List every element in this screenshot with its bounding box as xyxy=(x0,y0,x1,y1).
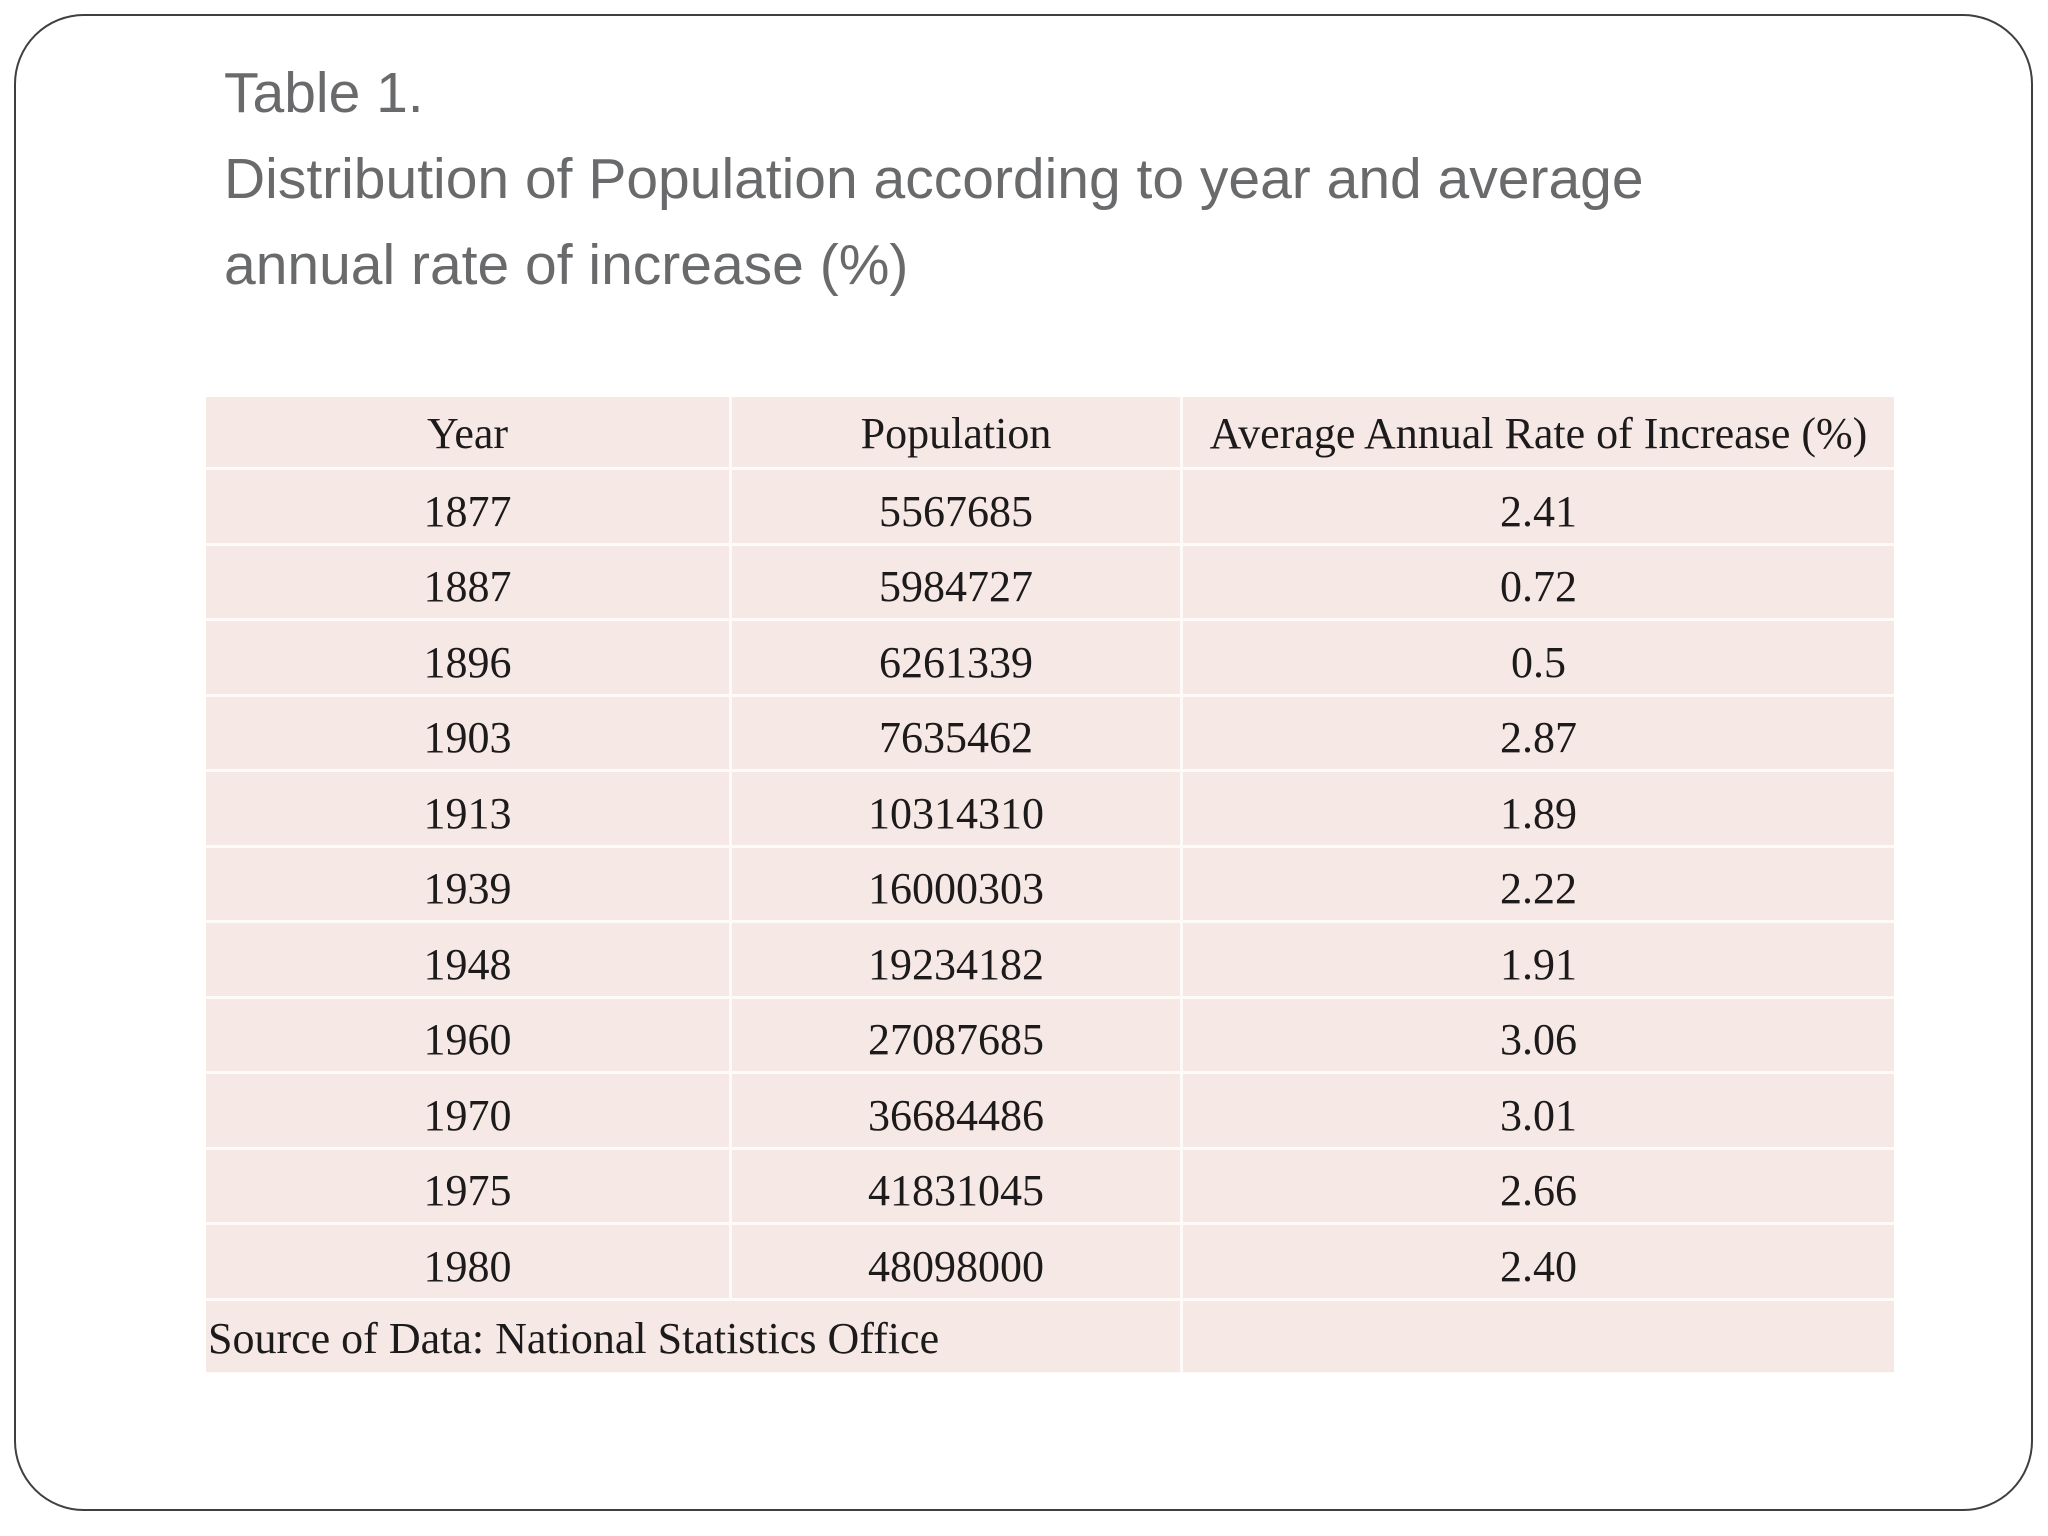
cell-rate: 3.06 xyxy=(1183,998,1894,1071)
cell-rate: 2.87 xyxy=(1183,696,1894,769)
cell-population: 48098000 xyxy=(732,1225,1180,1298)
cell-rate-empty xyxy=(1183,1300,1894,1372)
cell-rate: 0.72 xyxy=(1183,545,1894,618)
cell-year: 1903 xyxy=(206,696,729,769)
cell-rate: 2.40 xyxy=(1183,1225,1894,1298)
slide-title: Table 1. Distribution of Population acco… xyxy=(224,50,1924,308)
cell-year: 1960 xyxy=(206,998,729,1071)
cell-rate: 0.5 xyxy=(1183,621,1894,694)
column-header-population: Population xyxy=(732,397,1180,467)
source-note: Source of Data: National Statistics Offi… xyxy=(206,1300,1180,1372)
cell-year: 1970 xyxy=(206,1074,729,1147)
cell-population: 5567685 xyxy=(732,470,1180,543)
cell-rate: 2.22 xyxy=(1183,847,1894,920)
cell-population: 16000303 xyxy=(732,847,1180,920)
column-header-year: Year xyxy=(206,397,729,467)
cell-population: 7635462 xyxy=(732,696,1180,769)
cell-year: 1887 xyxy=(206,545,729,618)
cell-year: 1948 xyxy=(206,923,729,996)
cell-year: 1975 xyxy=(206,1149,729,1222)
cell-population: 27087685 xyxy=(732,998,1180,1071)
cell-rate: 2.41 xyxy=(1183,470,1894,543)
cell-year: 1913 xyxy=(206,772,729,845)
cell-year: 1896 xyxy=(206,621,729,694)
cell-population: 10314310 xyxy=(732,772,1180,845)
cell-rate: 2.66 xyxy=(1183,1149,1894,1222)
cell-year: 1877 xyxy=(206,470,729,543)
slide-title-line-3: annual rate of increase (%) xyxy=(224,233,909,297)
cell-rate: 1.91 xyxy=(1183,923,1894,996)
cell-population: 41831045 xyxy=(732,1149,1180,1222)
cell-rate: 1.89 xyxy=(1183,772,1894,845)
cell-year: 1939 xyxy=(206,847,729,920)
cell-population: 6261339 xyxy=(732,621,1180,694)
column-header-rate: Average Annual Rate of Increase (%) xyxy=(1183,397,1894,467)
cell-rate: 3.01 xyxy=(1183,1074,1894,1147)
cell-year: 1980 xyxy=(206,1225,729,1298)
slide-title-line-2: Distribution of Population according to … xyxy=(224,147,1644,211)
cell-population: 5984727 xyxy=(732,545,1180,618)
cell-population: 36684486 xyxy=(732,1074,1180,1147)
cell-population: 19234182 xyxy=(732,923,1180,996)
population-table: Year Population Average Annual Rate of I… xyxy=(206,397,1894,1373)
slide-title-line-1: Table 1. xyxy=(224,61,424,125)
